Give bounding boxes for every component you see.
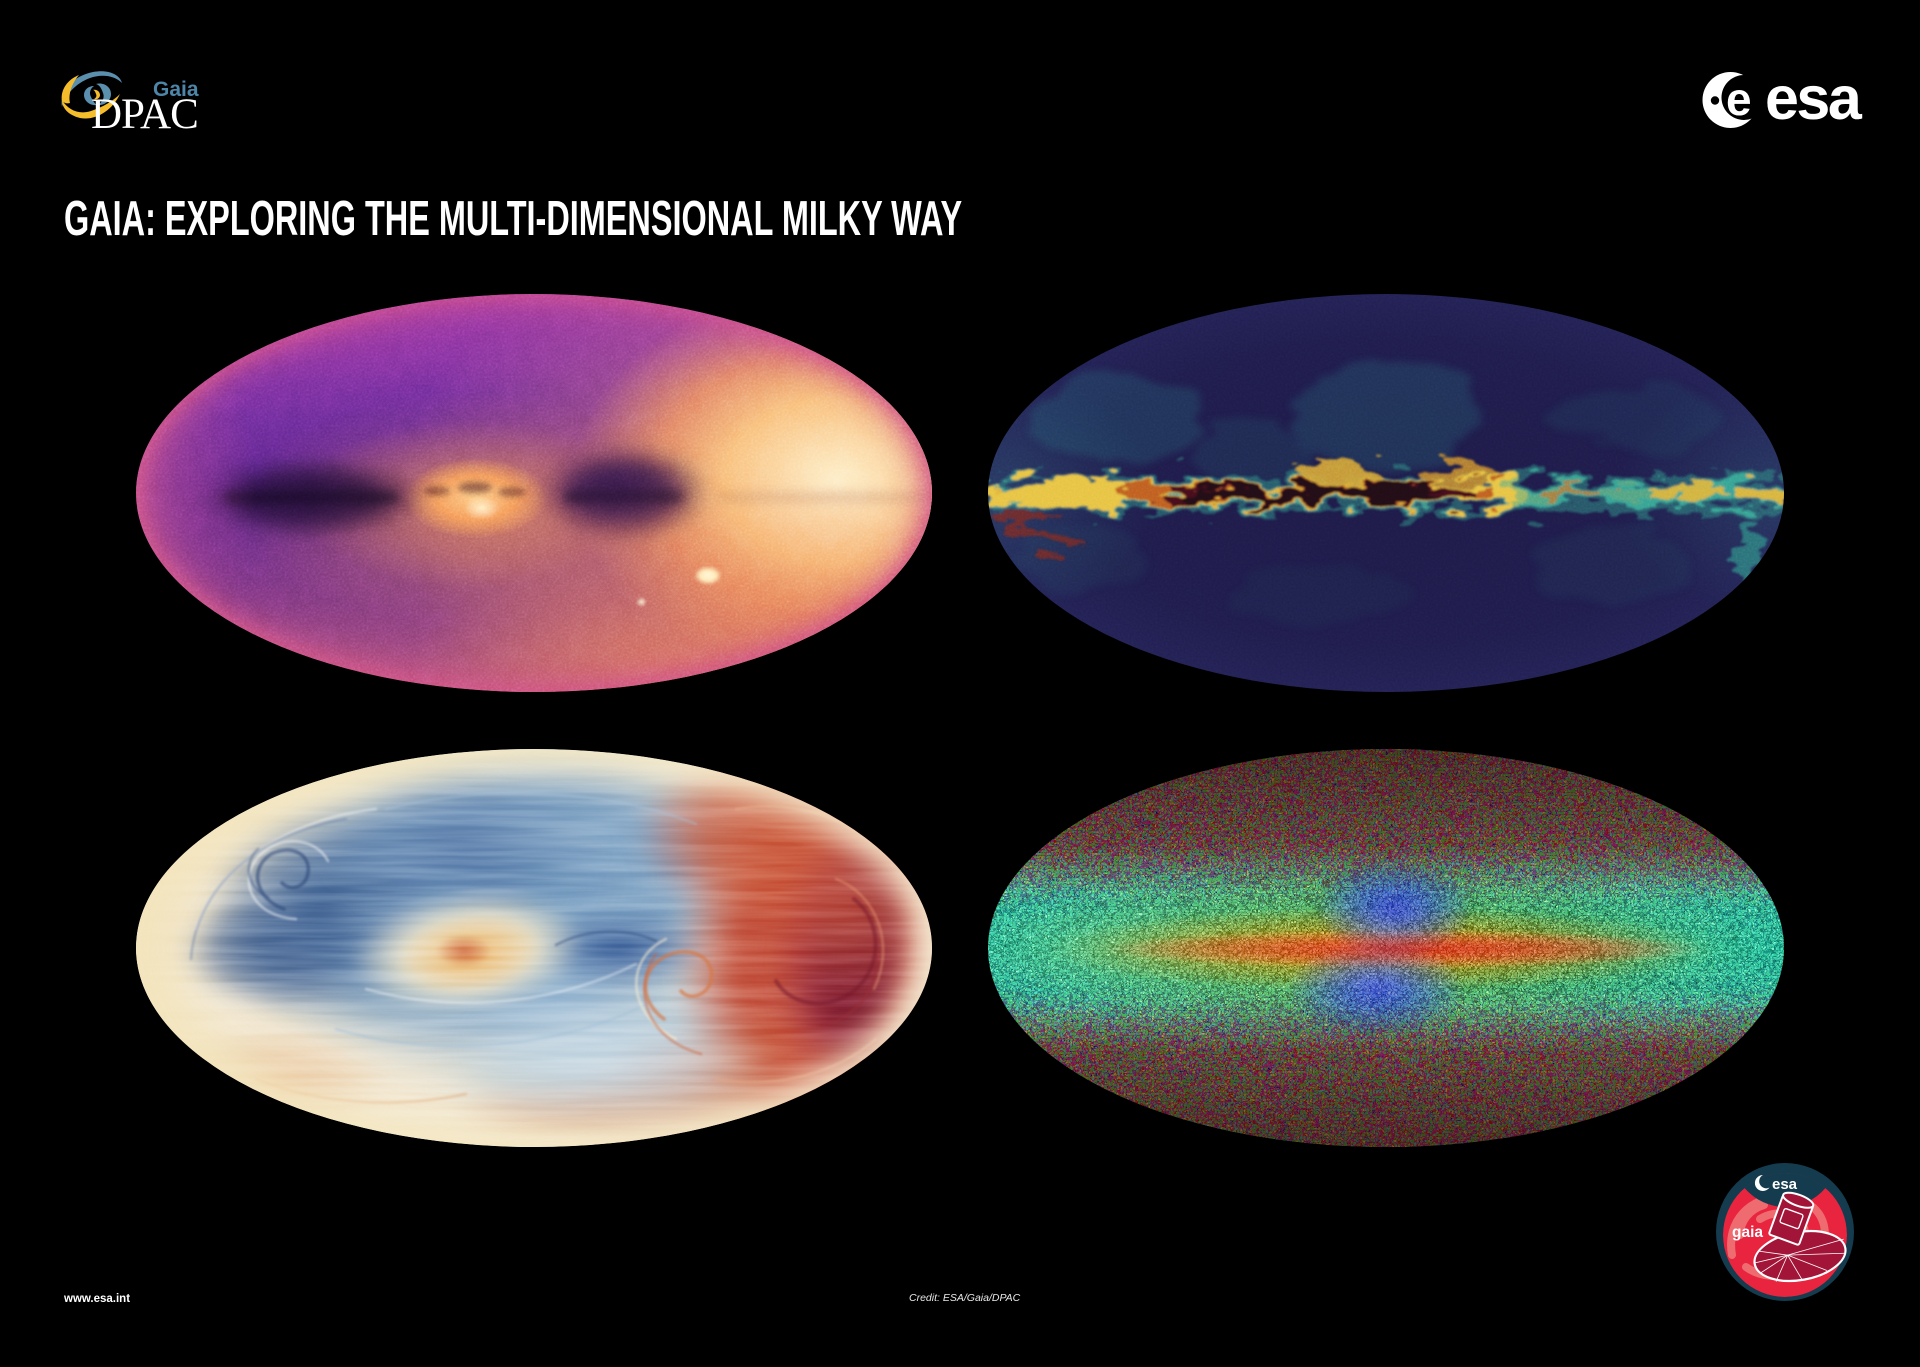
svg-text:Gaia: Gaia (153, 78, 199, 101)
svg-text:e: e (1726, 73, 1752, 125)
svg-text:DPAC: DPAC (91, 91, 198, 138)
svg-text:gaia: gaia (1732, 1224, 1763, 1241)
svg-text:esa: esa (1765, 68, 1863, 132)
svg-text:esa: esa (1772, 1176, 1798, 1193)
